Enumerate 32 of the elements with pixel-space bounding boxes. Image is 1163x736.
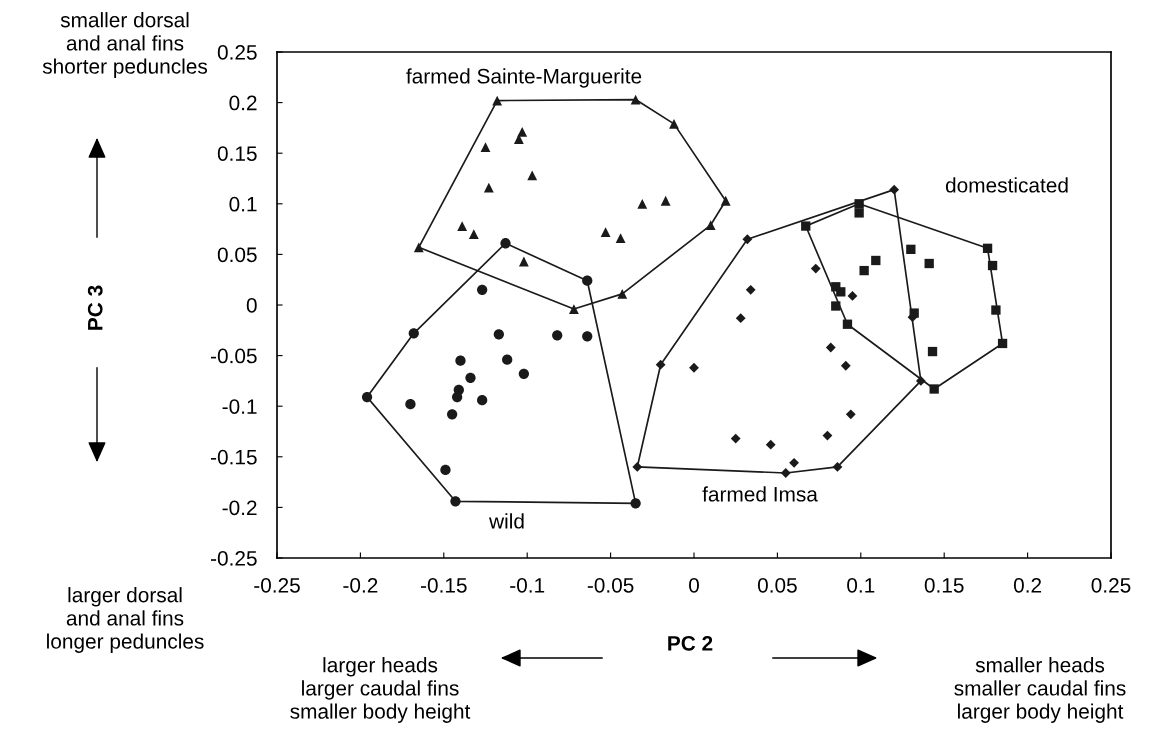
y-tick-label: 0.1 [229, 196, 257, 212]
x-tick-label: -0.2 [343, 577, 378, 593]
text: PC 3 [87, 285, 103, 330]
x-tick-label: 0.1 [847, 577, 875, 593]
text: larger heads larger caudal fins smaller body height [290, 657, 471, 723]
x-tick-label: -0.05 [587, 577, 634, 593]
x-tick-label: 0 [689, 577, 699, 593]
annotation: wild [489, 513, 524, 529]
x-tick-label: -0.1 [510, 577, 545, 593]
x-tick-label: 0.15 [924, 577, 964, 593]
x-tick-label: 0.2 [1013, 577, 1042, 593]
x-tick-label: -0.15 [420, 577, 467, 593]
y-tick-label: -0.25 [211, 551, 257, 566]
y-tick-label: 0.05 [217, 247, 257, 263]
text: smaller heads smaller caudal fins larger body height [954, 657, 1126, 723]
annotation: farmed Sainte-Marguerite [406, 68, 642, 88]
y-tick-label: -0.05 [211, 348, 257, 364]
y-tick-label: -0.2 [222, 500, 257, 516]
x-tick-label: -0.25 [254, 577, 300, 593]
y-tick-label: -0.1 [222, 399, 257, 414]
y-tick-label: 0.2 [229, 95, 257, 111]
x-axis-title: PC 2 [668, 635, 713, 651]
y-tick-label: 0.15 [217, 146, 257, 161]
text: larger dorsal and anal fins longer peduncles [47, 587, 204, 653]
y-tick-label: -0.15 [211, 449, 257, 465]
annotation: farmed Imsa [702, 486, 818, 502]
y-tick-label: 0.25 [217, 45, 257, 60]
x-tick-label: 0.05 [757, 577, 797, 593]
x-tick-label: 0.25 [1091, 577, 1131, 593]
y-tick-label: 0 [246, 298, 257, 313]
annotation: domesticated [945, 177, 1068, 193]
text: smaller dorsal and anal fins shorter peduncles [42, 12, 208, 78]
